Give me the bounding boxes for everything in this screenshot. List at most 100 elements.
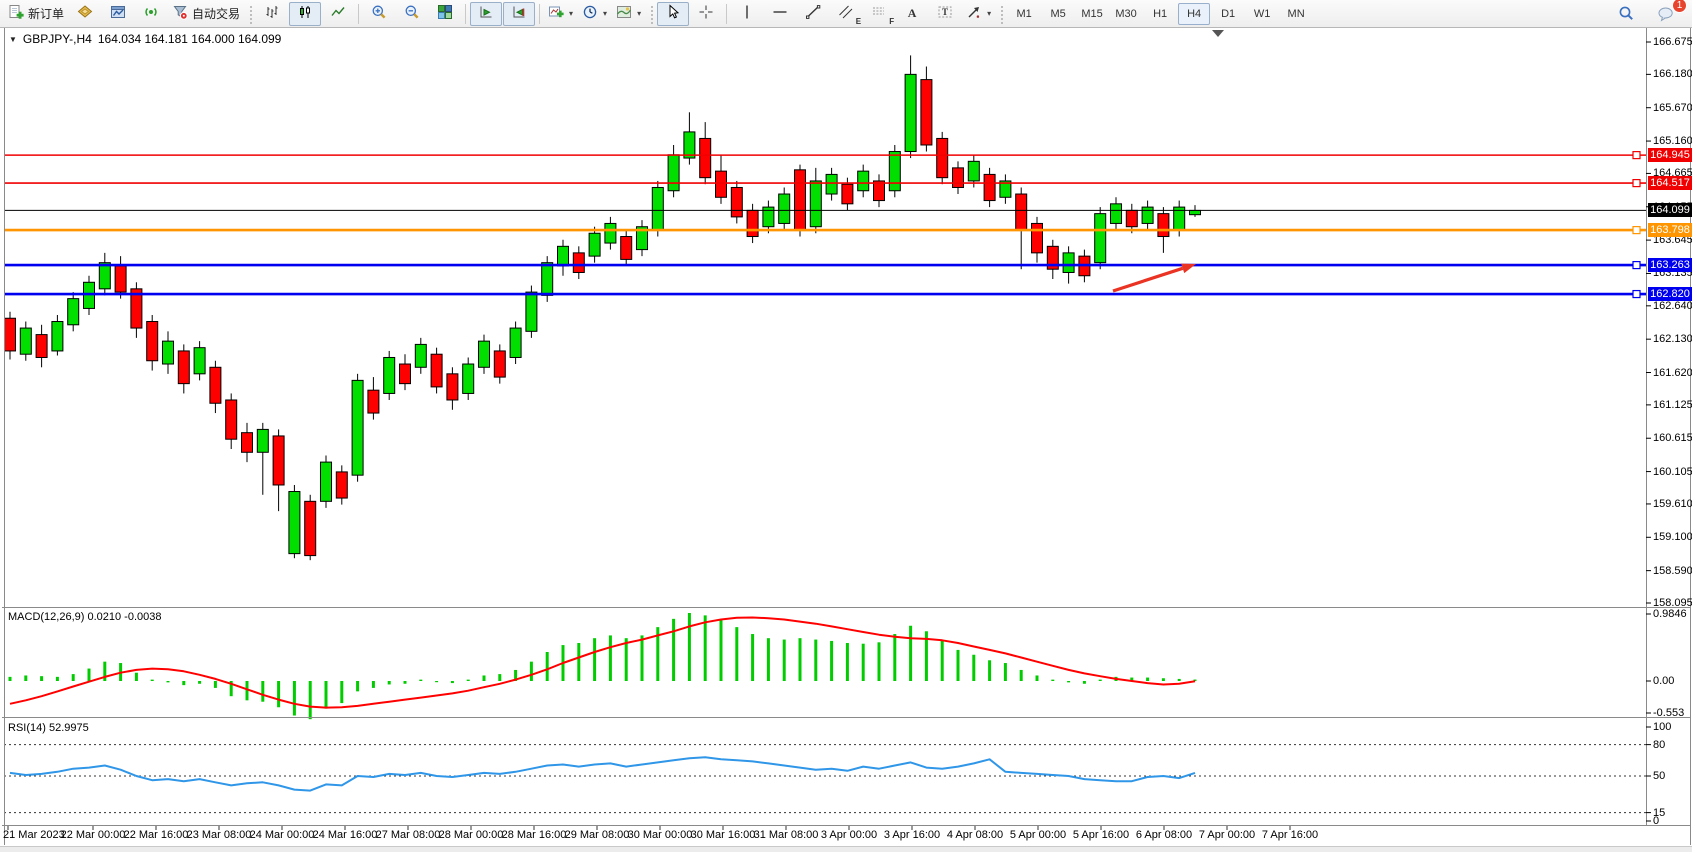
text-tool-button[interactable]: A <box>896 2 928 26</box>
line-handle[interactable] <box>1632 226 1641 235</box>
macd-histogram-bar <box>608 635 612 681</box>
horizontal-line-tool-button[interactable] <box>764 2 796 26</box>
auto-scroll-icon <box>478 4 494 23</box>
macd-histogram-bar <box>672 618 676 681</box>
fibonacci-tool-button[interactable]: F <box>863 2 895 26</box>
chart-ohlc-values: 164.034 164.181 164.000 164.099 <box>97 32 282 46</box>
line-handle[interactable] <box>1632 289 1641 299</box>
new-order-button[interactable]: 新订单 <box>4 2 68 26</box>
toolbar-grip <box>649 3 654 24</box>
timeframe-button-H4[interactable]: H4 <box>1178 2 1211 25</box>
price-tick-label: 162.130 <box>1653 333 1692 346</box>
rsi-axis-label: 15 <box>1653 806 1666 819</box>
macd-histogram-bar <box>1161 678 1165 681</box>
macd-histogram-bar <box>435 681 439 683</box>
crosshair-tool-button[interactable] <box>690 2 722 26</box>
macd-histogram-bar <box>150 679 154 681</box>
zoom-in-button[interactable] <box>363 2 395 26</box>
search-button[interactable] <box>1610 2 1642 26</box>
macd-histogram-bar <box>830 640 834 681</box>
fibo-letter: F <box>889 16 895 26</box>
time-label: 7 Apr 16:00 <box>1261 829 1319 841</box>
price-tick-label: 162.640 <box>1653 299 1692 312</box>
timeframe-button-H1[interactable]: H1 <box>1153 7 1168 20</box>
price-tick-label: 165.670 <box>1653 101 1692 114</box>
candlestick-chart-button[interactable] <box>289 1 322 26</box>
candle <box>209 366 222 404</box>
macd-histogram-bar <box>419 679 423 681</box>
macd-histogram-bar <box>229 681 233 697</box>
macd-histogram-bar <box>40 676 44 681</box>
toolbar: 新订单 自动交易 <box>0 0 1692 28</box>
candle <box>888 151 901 192</box>
chart-shift-button[interactable] <box>503 1 536 26</box>
macd-histogram-bar <box>1051 679 1055 681</box>
equidistant-channel-tool-button[interactable]: E <box>830 2 862 26</box>
time-label: 23 Mar 08:00 <box>186 829 252 841</box>
toolbar-separator <box>726 3 728 24</box>
text-label-tool-button[interactable]: T <box>929 2 961 26</box>
candle <box>288 491 301 555</box>
macd-histogram-bar <box>735 627 739 681</box>
notifications-button[interactable]: 1 <box>1650 0 1687 26</box>
vertical-line-tool-button[interactable] <box>731 2 763 26</box>
indicators-button[interactable]: ▾ <box>544 2 577 26</box>
macd-histogram-bar <box>277 681 281 708</box>
candle <box>794 169 806 231</box>
line-handle[interactable] <box>1632 151 1641 160</box>
candle <box>162 340 174 365</box>
line-chart-button[interactable] <box>322 2 354 26</box>
macd-histogram-bar <box>1130 677 1134 681</box>
window-marker-icon[interactable]: ▼ <box>9 34 17 44</box>
line-handle[interactable] <box>1632 260 1641 270</box>
market-watch-button[interactable] <box>69 2 101 26</box>
tile-windows-button[interactable] <box>429 2 461 26</box>
macd-histogram-bar <box>308 681 312 720</box>
periods-button[interactable]: ▾ <box>578 2 611 26</box>
charts-icon <box>110 4 126 23</box>
candle <box>399 363 411 385</box>
timeframe-button-M30[interactable]: M30 <box>1115 7 1137 20</box>
timeframe-button-M5[interactable]: M5 <box>1050 7 1066 20</box>
time-label: 5 Apr 16:00 <box>1072 829 1130 841</box>
macd-histogram-bar <box>1082 681 1086 684</box>
line-handle[interactable] <box>1632 178 1641 188</box>
arrow-objects-button[interactable]: ▾ <box>962 2 995 26</box>
timeframe-button-M15[interactable]: M15 <box>1081 7 1103 20</box>
macd-histogram-bar <box>593 638 597 681</box>
chart-shift-marker[interactable] <box>1212 30 1224 37</box>
chart-canvas[interactable] <box>0 28 1692 852</box>
charts-button[interactable] <box>102 2 134 26</box>
chart-window[interactable]: ▼ GBPJPY-,H4 164.034 164.181 164.000 164… <box>0 28 1692 852</box>
auto-trading-button[interactable]: 自动交易 <box>168 2 244 26</box>
market-watch-icon <box>77 4 93 23</box>
chat-bubble-icon <box>1658 7 1673 22</box>
timeframe-button-MN[interactable]: MN <box>1287 7 1305 20</box>
arrow-object-head[interactable] <box>1181 263 1196 274</box>
templates-button[interactable]: ▾ <box>612 2 645 26</box>
time-label: 7 Apr 00:00 <box>1198 829 1256 841</box>
price-badge: 163.798 <box>1648 223 1692 238</box>
macd-histogram-bar <box>387 681 391 685</box>
timeframe-button-D1[interactable]: D1 <box>1221 7 1236 20</box>
macd-histogram-bar <box>1193 679 1197 681</box>
candle <box>304 500 317 557</box>
auto-scroll-button[interactable] <box>470 1 503 26</box>
macd-histogram-bar <box>1146 677 1150 681</box>
cursor-tool-button[interactable] <box>657 1 690 26</box>
zoom-out-button[interactable] <box>396 2 428 26</box>
candle <box>746 209 759 238</box>
signals-button[interactable] <box>135 2 167 26</box>
trendline-tool-button[interactable] <box>797 2 829 26</box>
candle <box>588 232 601 257</box>
equidistant-channel-icon <box>838 4 854 23</box>
macd-histogram-bar <box>782 639 786 681</box>
bar-chart-button[interactable] <box>256 2 288 26</box>
macd-histogram-bar <box>529 661 533 681</box>
new-order-label: 新订单 <box>28 7 65 21</box>
candle <box>256 428 269 453</box>
timeframe-button-M1[interactable]: M1 <box>1016 7 1032 20</box>
timeframe-button-W1[interactable]: W1 <box>1253 7 1271 20</box>
arrow-object-line[interactable] <box>1112 266 1184 293</box>
search-icon <box>1619 6 1633 20</box>
